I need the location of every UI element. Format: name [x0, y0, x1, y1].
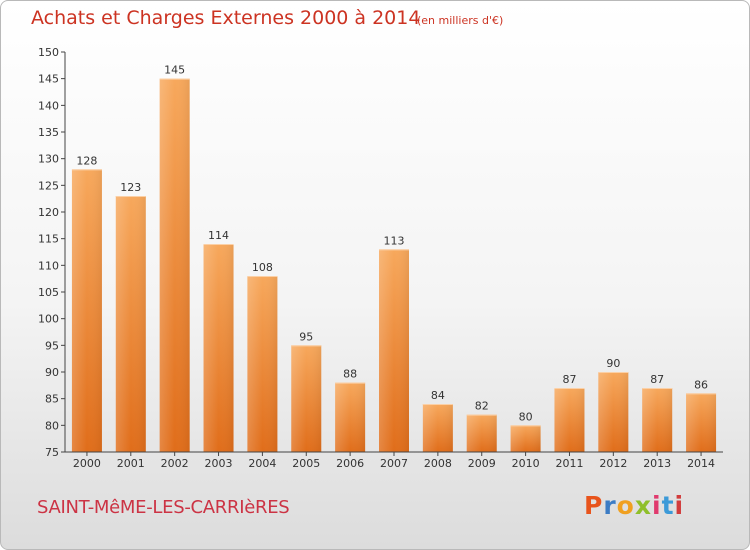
- bars: 128 123 145 114 108 95 88 113 84 82 80 87 90 87 86: [71, 64, 717, 453]
- y-tick-label: 120: [38, 206, 59, 219]
- city-name: SAINT-MêME-LES-CARRIèRES: [37, 497, 290, 518]
- data-label: 145: [164, 64, 185, 77]
- chart-subtitle: (en milliers d'€): [417, 14, 504, 27]
- bar-shine: [598, 372, 629, 452]
- bar-shine: [247, 276, 278, 452]
- x-tick-label: 2001: [117, 457, 145, 470]
- data-label: 88: [343, 368, 357, 381]
- data-label: 82: [475, 400, 489, 413]
- x-tick-label: 2007: [380, 457, 408, 470]
- x-tick-label: 2002: [161, 457, 189, 470]
- data-label: 90: [606, 357, 620, 370]
- y-tick-label: 85: [45, 393, 59, 406]
- x-tick-label: 2004: [248, 457, 276, 470]
- x-tick-label: 2003: [205, 457, 233, 470]
- bar-shine: [642, 388, 673, 452]
- data-label: 84: [431, 389, 445, 402]
- x-tick-label: 2000: [73, 457, 101, 470]
- y-tick-label: 105: [38, 286, 59, 299]
- y-tick-label: 90: [45, 366, 59, 379]
- y-tick-label: 135: [38, 126, 59, 139]
- y-tick-label: 150: [38, 46, 59, 59]
- logo-letter: x: [634, 491, 652, 520]
- chart-title: Achats et Charges Externes 2000 à 2014: [31, 7, 421, 29]
- y-tick-label: 95: [45, 339, 59, 352]
- logo-letter: o: [616, 491, 635, 520]
- data-label: 87: [650, 373, 664, 386]
- data-label: 108: [252, 261, 273, 274]
- x-tick-label: 2014: [687, 457, 715, 470]
- bar-shine: [115, 196, 146, 452]
- x-tick-label: 2012: [599, 457, 627, 470]
- bar-shine: [686, 393, 717, 452]
- bar-shine: [554, 388, 585, 452]
- x-tick-label: 2013: [643, 457, 671, 470]
- data-label: 113: [384, 234, 405, 247]
- y-tick-label: 80: [45, 419, 59, 432]
- logo-letter: r: [603, 491, 617, 520]
- x-tick-label: 2006: [336, 457, 364, 470]
- y-tick-label: 100: [38, 313, 59, 326]
- bar-shine: [379, 249, 409, 452]
- logo-letter: i: [652, 491, 662, 520]
- y-tick-label: 110: [38, 259, 59, 272]
- x-tick-label: 2008: [424, 457, 452, 470]
- y-tick-label: 115: [38, 233, 59, 246]
- data-label: 95: [299, 330, 313, 343]
- x-tick-label: 2010: [512, 457, 540, 470]
- data-label: 87: [562, 373, 576, 386]
- bar-shine: [335, 382, 366, 452]
- bar-shine: [71, 169, 102, 453]
- bar-shine: [203, 244, 234, 452]
- x-axis: 2000 2001 2002 2003 2004 2005 2006 2007 2008 2009…: [65, 451, 723, 470]
- y-tick-label: 130: [38, 153, 59, 166]
- data-label: 114: [208, 229, 229, 242]
- data-label: 80: [519, 410, 533, 423]
- data-label: 123: [120, 181, 141, 194]
- logo-letter: P: [584, 491, 604, 520]
- bar-shine: [159, 78, 190, 453]
- y-axis: 75 80 85 90 95 100 105 110 115 120 125 130 135 140 145…: [38, 46, 66, 459]
- x-tick-label: 2011: [555, 457, 583, 470]
- bar-shine: [422, 404, 453, 452]
- data-label: 128: [76, 154, 97, 167]
- y-tick-label: 145: [38, 73, 59, 86]
- data-label: 86: [694, 378, 708, 391]
- logo-letter: t: [661, 491, 675, 520]
- proxiti-logo[interactable]: Proxiti: [584, 491, 684, 520]
- bar-shine: [510, 425, 541, 452]
- x-tick-label: 2005: [292, 457, 320, 470]
- y-tick-label: 75: [45, 446, 59, 459]
- x-tick-label: 2009: [468, 457, 496, 470]
- y-tick-label: 140: [38, 99, 59, 112]
- logo-letter: i: [674, 491, 685, 520]
- y-tick-label: 125: [38, 179, 59, 192]
- bar-shine: [466, 414, 497, 452]
- bar-shine: [291, 345, 322, 452]
